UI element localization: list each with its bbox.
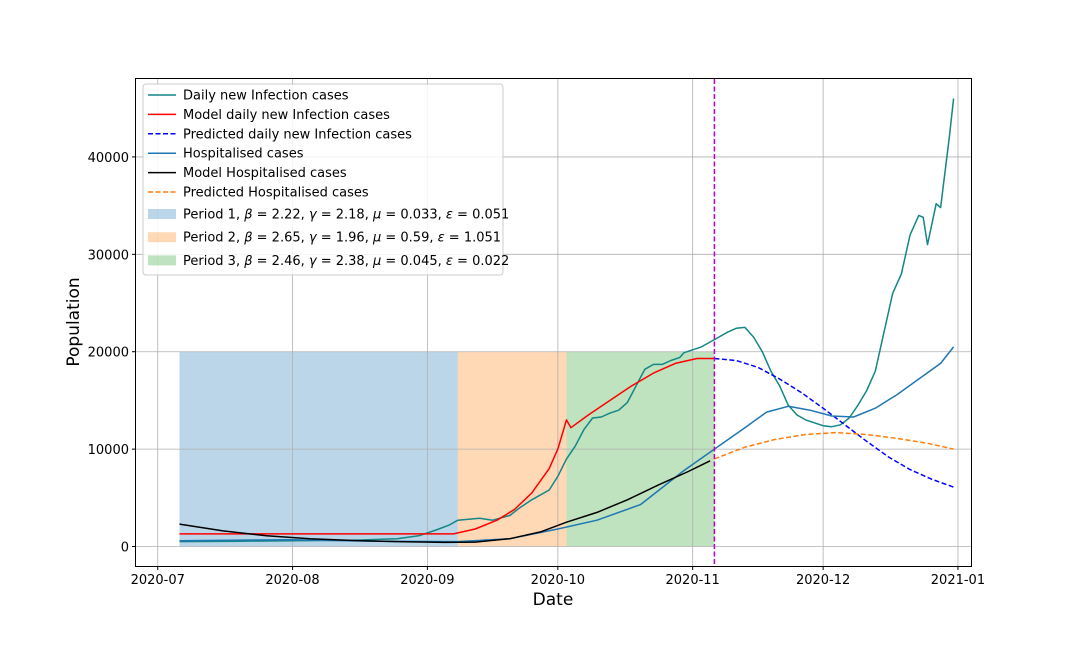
x-tick-label: 2021-01: [931, 573, 985, 588]
legend-label-1: Daily new Infection cases: [183, 89, 349, 104]
legend-period-label-3: Period 3, β = 2.46, γ = 2.38, μ = 0.045,…: [183, 254, 509, 269]
plot-frame: [135, 78, 972, 567]
x-axis-ticks: 2020-07 2020-08 2020-09 2020-10 2020-11 2020-…: [131, 566, 985, 588]
y-tick-label: 10000: [88, 443, 129, 458]
legend-label-2: Model daily new Infection cases: [183, 108, 390, 123]
x-tick-label: 2020-08: [265, 573, 319, 588]
legend-label-4: Hospitalised cases: [183, 147, 304, 162]
legend-patch-3: [148, 255, 176, 266]
x-axis-label: Date: [533, 590, 574, 610]
y-tick-label: 40000: [88, 151, 129, 166]
x-tick-label: 2020-07: [131, 573, 185, 588]
legend: Daily new Infection cases Model daily new…: [142, 83, 509, 276]
series-line-5: [179, 460, 711, 544]
y-axis-ticks: 0 10000 20000 30000 40000: [88, 151, 136, 556]
legend-patch-1: [148, 209, 176, 219]
x-tick-label: 2020-11: [666, 573, 720, 588]
legend-patch-2: [148, 232, 176, 243]
legend-box: [142, 83, 504, 276]
y-tick-label: 30000: [88, 248, 129, 263]
series-line-4: [179, 346, 955, 543]
x-tick-label: 2020-10: [531, 573, 585, 588]
y-tick-label: 0: [121, 541, 129, 556]
x-tick-label: 2020-09: [400, 573, 454, 588]
x-tick-label: 2020-12: [796, 573, 850, 588]
legend-period-label-2: Period 2, β = 2.65, γ = 1.96, μ = 0.59, …: [183, 231, 501, 246]
series-lines: [179, 98, 955, 544]
series-line-2: [179, 357, 715, 535]
legend-label-5: Model Hospitalised cases: [183, 166, 347, 181]
legend-label-6: Predicted Hospitalised cases: [183, 186, 369, 201]
y-tick-label: 20000: [88, 346, 129, 361]
series-line-6: [714, 431, 954, 460]
legend-label-3: Predicted daily new Infection cases: [183, 127, 412, 142]
y-axis-label: Population: [64, 277, 84, 366]
legend-period-label-1: Period 1, β = 2.22, γ = 2.18, μ = 0.033,…: [183, 208, 509, 223]
